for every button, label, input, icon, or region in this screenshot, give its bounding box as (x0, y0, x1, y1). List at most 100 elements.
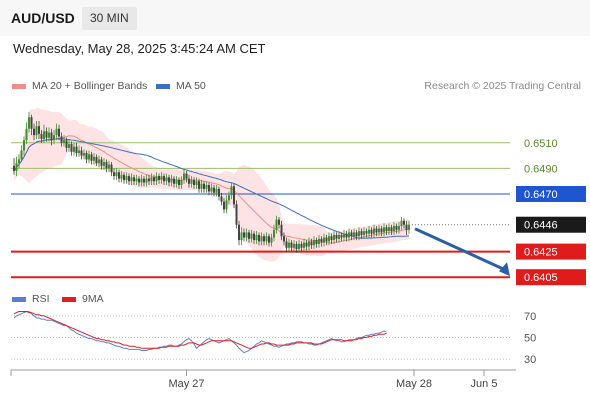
candle-body (83, 153, 85, 156)
candle-body (220, 196, 223, 202)
candle-body (200, 183, 203, 189)
candle-body (150, 177, 153, 182)
candle-body (35, 126, 38, 136)
candle-body (388, 227, 390, 232)
candle-body (85, 153, 88, 160)
candle-body (263, 236, 265, 242)
candle-body (375, 228, 378, 233)
support-label-box (516, 243, 586, 260)
candle-body (15, 163, 18, 171)
candle-body (328, 236, 330, 242)
candle-body (190, 179, 193, 184)
legend-9ma-label: 9MA (82, 293, 104, 305)
candle-body (80, 150, 83, 156)
candle-body (128, 176, 130, 182)
candle-body (58, 128, 60, 137)
candle-body (330, 236, 333, 241)
candle-body (218, 188, 220, 197)
rsi-tick-label: 50 (524, 333, 536, 345)
candle-body (390, 227, 393, 232)
candle-body (165, 177, 168, 182)
candle-body (25, 128, 28, 141)
candle-body (223, 201, 225, 210)
candle-body (188, 178, 190, 184)
candle-body (118, 172, 120, 179)
candle-body (163, 176, 165, 182)
candle-body (313, 240, 315, 246)
candle-body (40, 133, 43, 139)
x-tick-label: Jun 5 (471, 378, 498, 390)
candle-body (268, 236, 270, 243)
candle-body (290, 242, 293, 248)
candle-body (115, 172, 118, 177)
symbol-title: AUD/USD (11, 10, 75, 26)
rsi-tick-label: 30 (524, 354, 536, 366)
candle-body (20, 150, 23, 160)
candle-body (70, 144, 73, 152)
resistance-label: 0.6510 (524, 138, 558, 150)
legend-9ma: 9MA (62, 293, 104, 305)
candle-body (318, 238, 320, 244)
candle-body (393, 226, 395, 232)
candle-body (373, 228, 375, 234)
pivot-label-box (516, 186, 586, 202)
candle-body (135, 178, 138, 182)
candle-body (88, 154, 90, 160)
ma20-swatch (12, 83, 26, 89)
candle-body (233, 186, 235, 205)
candle-body (130, 177, 133, 182)
candle-body (153, 177, 155, 182)
candle-body (95, 156, 98, 164)
candle-body (385, 227, 388, 232)
rsi-line (13, 311, 387, 354)
candle-body (175, 179, 178, 184)
candle-body (105, 162, 108, 169)
candle-body (408, 224, 410, 230)
x-tick-label: May 27 (168, 378, 204, 390)
candle-body (333, 234, 335, 241)
candle-body (93, 156, 95, 161)
candle-body (395, 226, 398, 230)
candle-body (55, 128, 58, 136)
interval-button[interactable]: 30 MIN (82, 7, 137, 30)
candle-body (258, 234, 260, 242)
candle-body (293, 243, 295, 248)
ma9-swatch (62, 296, 76, 302)
candle-body (213, 187, 215, 193)
candle-body (98, 159, 100, 164)
candle-body (265, 236, 268, 242)
candle-body (300, 243, 303, 248)
candle-body (53, 135, 55, 141)
candle-body (308, 241, 310, 247)
candle-body (358, 231, 360, 237)
candle-body (48, 132, 50, 138)
candle-body (193, 179, 195, 186)
candle-body (310, 241, 313, 246)
candle-body (320, 238, 323, 243)
candle-body (350, 232, 353, 237)
candle-body (240, 232, 243, 241)
candle-body (335, 234, 338, 239)
copyright-text: Research © 2025 Trading Central (424, 80, 581, 92)
candle-body (295, 243, 298, 250)
candle-body (108, 164, 110, 169)
candle-body (73, 146, 75, 152)
candle-body (170, 178, 173, 183)
candle-body (280, 224, 283, 237)
candle-body (60, 136, 63, 143)
candle-body (103, 162, 105, 166)
candle-body (270, 237, 273, 243)
candle-body (43, 131, 45, 139)
candle-body (100, 159, 103, 166)
candle-body (245, 232, 248, 238)
candle-body (28, 117, 30, 129)
candle-body (133, 177, 135, 182)
candle-body (228, 195, 230, 201)
legend-rsi: RSI (12, 293, 50, 305)
candle-body (360, 231, 363, 235)
candle-body (230, 186, 233, 196)
candle-body (30, 117, 33, 129)
candle-body (160, 176, 163, 180)
candle-body (195, 181, 198, 186)
candle-body (155, 176, 158, 182)
